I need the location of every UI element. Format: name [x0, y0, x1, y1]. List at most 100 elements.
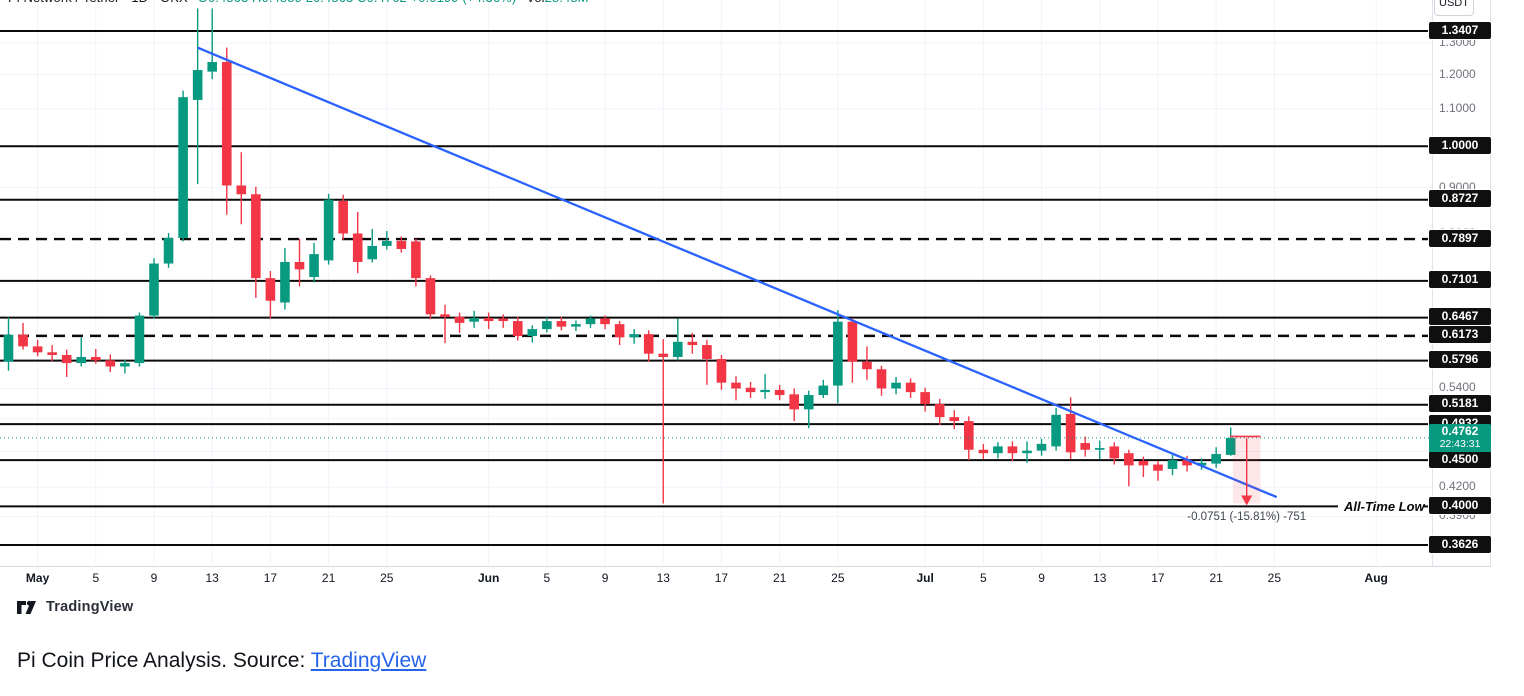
candle-body — [818, 385, 829, 396]
candle-body — [673, 341, 683, 357]
time-axis[interactable]: May 5 9 13 17 21 25 Jun 5 9 13 17 21 25 Jul 5 9 13 17 21 25 A… — [0, 566, 1491, 591]
candle-body — [1051, 414, 1061, 447]
time-tick-label: 13 — [205, 571, 219, 585]
time-tick-label: 21 — [1209, 571, 1223, 585]
candle-body — [18, 334, 28, 347]
candle-body — [323, 199, 334, 261]
time-tick-label: 17 — [263, 571, 278, 585]
price-level-badge: 0.6467 — [1429, 308, 1491, 326]
candle-body — [760, 389, 770, 393]
price-tick-label: 0.9000 — [1439, 179, 1476, 194]
time-tick-label: 25 — [380, 571, 394, 585]
candle-body — [847, 321, 858, 362]
candle-body — [1036, 443, 1047, 451]
time-tick-label: Jun — [477, 571, 500, 585]
time-tick-label: 5 — [543, 571, 551, 585]
candle-body — [105, 360, 116, 367]
time-tick-label: May — [25, 571, 50, 585]
price-tick-label: 0.4200 — [1439, 479, 1476, 494]
tradingview-logo-icon — [17, 600, 36, 614]
candle-body — [76, 356, 87, 364]
current-price-value: 0.4762 — [1441, 423, 1479, 438]
candle-body — [862, 361, 872, 370]
candle-body — [1124, 453, 1134, 466]
candle-body — [1065, 414, 1076, 453]
time-tick-label: 25 — [831, 571, 845, 585]
time-tick-label: 25 — [1267, 571, 1282, 585]
price-level-badge: 0.3626 — [1429, 535, 1491, 553]
all-time-low-label: All-Time Low - — [1343, 499, 1432, 514]
price-chart-canvas[interactable]: All-Time Low - -0.0751 (-15.81%) -751 — [0, 0, 1432, 566]
price-axis[interactable]: USDT 1.30001.20001.10000.90000.80000.700… — [1429, 0, 1491, 566]
candle-body — [1138, 460, 1149, 466]
image-caption: Pi Coin Price Analysis. Source: TradingV… — [17, 649, 426, 673]
candle-body — [643, 334, 654, 354]
candle-body — [891, 382, 901, 389]
candle-body — [61, 354, 72, 364]
candle-body — [571, 324, 581, 327]
price-tick-label: 1.2000 — [1439, 66, 1476, 81]
candle-body — [120, 363, 130, 367]
candle-body — [454, 316, 465, 323]
candle-body — [280, 261, 290, 303]
candle-body — [964, 421, 974, 450]
candle-body — [687, 341, 698, 346]
candle-body — [338, 200, 348, 234]
symbol-info-bar[interactable]: Pi Network / Tether · 1D · OKX O0.4563 H0… — [8, 0, 589, 6]
price-level-badge: 0.6173 — [1429, 326, 1491, 344]
candle-body — [993, 446, 1003, 454]
candle-body — [1153, 464, 1163, 471]
tradingview-logo[interactable]: TradingView — [17, 599, 133, 615]
price-level-badge: 0.5796 — [1429, 351, 1491, 369]
candle-body — [32, 346, 43, 353]
price-level-badge: 1.0000 — [1429, 136, 1491, 154]
candle-body — [658, 353, 669, 357]
candle-body — [702, 345, 712, 360]
candle-body — [585, 318, 596, 325]
candle-body — [1182, 460, 1192, 466]
time-tick-label: 13 — [1093, 571, 1107, 585]
candle-body — [745, 387, 756, 393]
time-tick-label: 17 — [714, 571, 729, 585]
price-level-badge: 0.5181 — [1429, 395, 1491, 413]
candle-body — [178, 97, 188, 238]
time-tick-label: Jul — [916, 571, 934, 585]
time-tick-label: 9 — [601, 571, 609, 585]
candle-body — [352, 233, 363, 262]
candle-body — [1094, 448, 1105, 450]
candle-body — [1022, 450, 1032, 454]
candle-body — [396, 240, 407, 249]
candle-body — [731, 382, 741, 389]
candle-body — [294, 261, 305, 270]
price-level-badge: 0.4000 — [1429, 496, 1491, 514]
candle-body — [207, 62, 217, 72]
candle-body — [934, 404, 945, 418]
price-tick-label: 0.5400 — [1439, 380, 1476, 395]
candle-body — [949, 417, 960, 422]
candle-body — [527, 329, 538, 337]
price-tick-label: 1.1000 — [1439, 100, 1476, 115]
time-tick-label: 5 — [980, 571, 987, 585]
time-tick-label: 9 — [1038, 571, 1045, 585]
time-tick-label: 13 — [656, 571, 670, 585]
candle-body — [47, 352, 57, 355]
volume-label: Vol — [526, 0, 544, 5]
candle-body — [716, 359, 727, 383]
chart-plot-area[interactable]: All-Time Low - -0.0751 (-15.81%) -751 Pi … — [0, 0, 1432, 566]
price-level-badge: 0.7897 — [1429, 229, 1491, 247]
price-level-badge: 0.8727 — [1429, 190, 1491, 208]
candle-body — [236, 185, 247, 195]
candle-body — [1167, 460, 1178, 469]
symbol-title[interactable]: Pi Network / Tether · 1D · OKX — [8, 0, 188, 5]
candle-body — [833, 321, 843, 386]
candle-body — [1196, 462, 1207, 466]
candle-body — [1109, 446, 1120, 459]
candle-body — [1007, 446, 1018, 454]
caption-source-link[interactable]: TradingView — [310, 649, 427, 672]
candle-body — [411, 241, 421, 279]
candle-body — [483, 318, 494, 322]
time-tick-label: Aug — [1364, 571, 1388, 585]
candle-body — [1080, 443, 1090, 450]
currency-toggle-button[interactable]: USDT — [1434, 0, 1474, 16]
candle-body — [789, 394, 799, 410]
